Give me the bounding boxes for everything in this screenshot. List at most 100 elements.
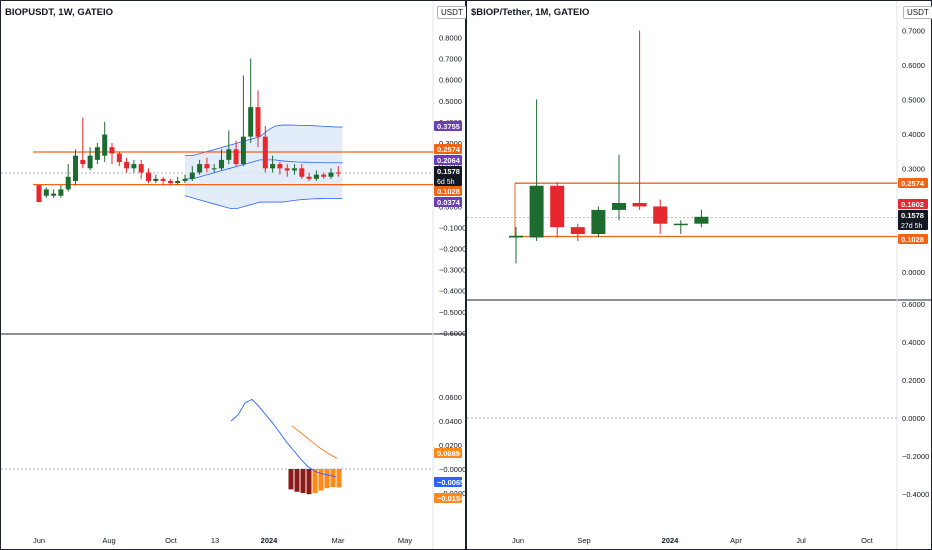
candle-body [262, 136, 268, 169]
price-label: 0.0374 [437, 198, 461, 207]
x-tick-label: Jun [33, 536, 45, 545]
osc-y-tick: −0.4000 [902, 490, 929, 499]
osc-histogram-bar [336, 469, 342, 488]
candle-body [226, 149, 232, 160]
y-tick-label: −0.4000 [439, 287, 465, 296]
candle-body [277, 164, 283, 169]
osc-label-bg [434, 493, 462, 503]
candle-body [219, 159, 224, 169]
osc-histogram-bar [288, 469, 294, 490]
osc-line [230, 398, 337, 478]
price-label-bg [898, 210, 928, 230]
candle-body [51, 193, 57, 196]
right-chart-title: $BIOP/Tether, 1M, GATEIO [471, 7, 590, 18]
candle-body [94, 147, 100, 160]
candle-body [116, 153, 122, 162]
price-label: 0.2574 [437, 145, 461, 154]
x-tick-label: Oct [165, 536, 178, 545]
candle-body [43, 189, 49, 196]
price-label-countdown: 27d 5h [901, 223, 923, 230]
x-tick-label: Jul [796, 536, 806, 545]
candle-body [65, 176, 71, 190]
osc-histogram-bar [324, 469, 330, 489]
price-label: 0.1028 [901, 235, 924, 244]
candle-body [87, 155, 93, 169]
osc-label: 0.0089 [437, 449, 460, 458]
price-label: 0.1602 [901, 200, 924, 209]
candle-body [204, 164, 210, 169]
x-tick-label: 2024 [261, 536, 279, 545]
candle-body [673, 223, 688, 226]
candle-body [240, 136, 246, 165]
y-tick-label: −0.1000 [439, 223, 465, 232]
bollinger-lower [184, 195, 343, 209]
price-label-bg [434, 155, 462, 165]
price-label-bg [434, 144, 462, 154]
osc-histogram-bar [294, 469, 300, 492]
candle-body [175, 180, 181, 184]
osc-label: −0.0154 [437, 494, 465, 503]
osc-label-bg [434, 448, 462, 458]
osc-histogram-bar [318, 469, 324, 491]
candle-body [306, 176, 312, 179]
candle-body [591, 209, 606, 235]
candle-body [36, 185, 42, 203]
y-tick-label: −0.5000 [439, 308, 465, 317]
candle-body [160, 178, 166, 181]
candle-body [182, 178, 188, 181]
candle-body [80, 159, 86, 165]
x-tick-label: Mar [332, 536, 345, 545]
osc-label-bg [434, 477, 462, 487]
price-label: 0.2064 [437, 156, 461, 165]
osc-y-tick: 0.0600 [439, 393, 462, 402]
candle-body [58, 189, 64, 196]
candle-body [189, 172, 195, 179]
price-label-bg [898, 199, 928, 209]
candle-body [612, 203, 626, 210]
osc-y-tick: −0.0000 [439, 465, 465, 474]
left-chart-canvas[interactable]: 0.80000.70000.60000.50000.40000.30000.20… [1, 1, 465, 549]
candle-body [167, 180, 173, 184]
price-label: 0.1028 [437, 187, 460, 196]
candle-body [570, 227, 585, 235]
osc-histogram-bar [300, 469, 306, 493]
y-tick-label: 0.3000 [902, 165, 925, 174]
y-tick-label: 0.5000 [902, 96, 925, 105]
x-tick-label: Oct [861, 536, 874, 545]
y-tick-label: 0.7000 [902, 27, 925, 36]
osc-y-tick: 0.0400 [439, 417, 462, 426]
price-label-bg [898, 234, 928, 244]
osc-histogram-bar [306, 469, 312, 495]
candle-body [109, 147, 115, 154]
candle-body [124, 161, 130, 169]
price-label-bg [434, 166, 462, 186]
osc-y-tick: 0.2000 [902, 376, 925, 385]
left-chart-title: BIOPUSDT, 1W, GATEIO [5, 7, 114, 18]
x-tick-label: 13 [211, 536, 219, 545]
bollinger-upper [185, 124, 343, 157]
candle-body [284, 168, 290, 171]
candle-body [197, 164, 203, 173]
candle-body [321, 174, 327, 177]
candle-body [131, 164, 137, 169]
candle-body [138, 164, 144, 173]
right-currency-button[interactable]: USDT [903, 6, 932, 19]
x-tick-label: Jun [512, 536, 524, 545]
x-tick-label: Aug [102, 536, 115, 545]
y-tick-label: 0.5000 [439, 97, 462, 106]
candle-body [270, 164, 276, 169]
y-tick-label: 0.7000 [439, 55, 462, 64]
x-tick-label: May [398, 536, 412, 545]
price-label-bg [434, 197, 462, 207]
osc-y-tick: 0.0000 [902, 414, 925, 423]
osc-label: −0.0065 [437, 478, 464, 487]
price-label: 0.3755 [437, 122, 460, 131]
right-chart-canvas[interactable]: 0.7000 0.6000 0.5000 0.4000 0.3000 0.2000 0.10… [467, 1, 931, 549]
y-tick-label: −0.2000 [439, 244, 465, 253]
price-label-bg [898, 178, 928, 188]
candle-body [335, 172, 341, 174]
price-label: 0.1578 [437, 167, 460, 176]
candle-body [146, 172, 151, 181]
price-label-bg [434, 121, 462, 131]
osc-histogram-bar [312, 469, 318, 493]
